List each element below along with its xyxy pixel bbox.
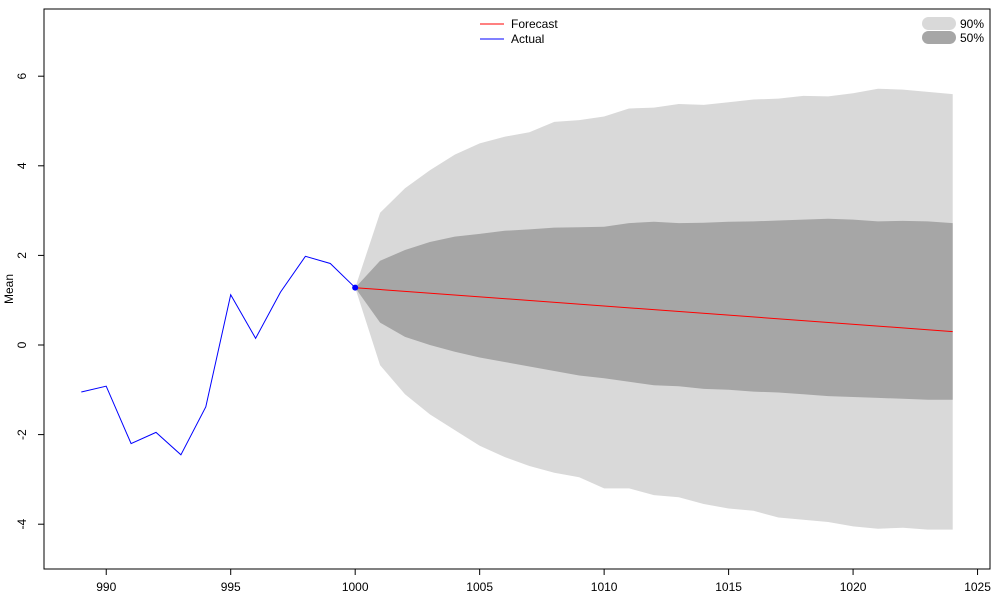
band-legend-label-50: 50% <box>960 31 984 45</box>
series-line-forecast <box>355 287 953 333</box>
x-tick-label: 1025 <box>964 580 991 594</box>
x-axis: 990 995 1000 1005 1010 1015 1020 1025 <box>96 569 991 594</box>
y-tick-label: -2 <box>15 429 29 440</box>
band-legend-swatch-50 <box>922 31 956 44</box>
y-tick-label: 4 <box>15 162 29 169</box>
legend-label-actual: Actual <box>511 32 544 46</box>
y-tick-label: 6 <box>15 73 29 80</box>
x-tick-label: 1020 <box>840 580 867 594</box>
y-axis: -4 -2 0 2 4 6 <box>15 73 44 530</box>
actual-last-point <box>352 284 359 291</box>
x-tick-label: 995 <box>221 580 241 594</box>
series-lines <box>81 255 953 456</box>
y-axis-label: Mean <box>2 274 16 304</box>
x-tick-label: 1015 <box>715 580 742 594</box>
y-tick-label: 2 <box>15 252 29 259</box>
band-legend-label-90: 90% <box>960 17 984 31</box>
band-legend-swatch-90 <box>922 17 956 30</box>
y-tick-label: -4 <box>15 519 29 530</box>
plot-frame <box>43 8 991 570</box>
x-tick-label: 1005 <box>466 580 493 594</box>
band-legend: 90%50% <box>922 17 984 45</box>
series-line-actual <box>81 255 356 456</box>
x-tick-label: 1010 <box>591 580 618 594</box>
x-tick-label: 1000 <box>342 580 369 594</box>
y-tick-label: 0 <box>15 341 29 348</box>
x-tick-label: 990 <box>96 580 116 594</box>
legend-label-forecast: Forecast <box>511 17 558 31</box>
